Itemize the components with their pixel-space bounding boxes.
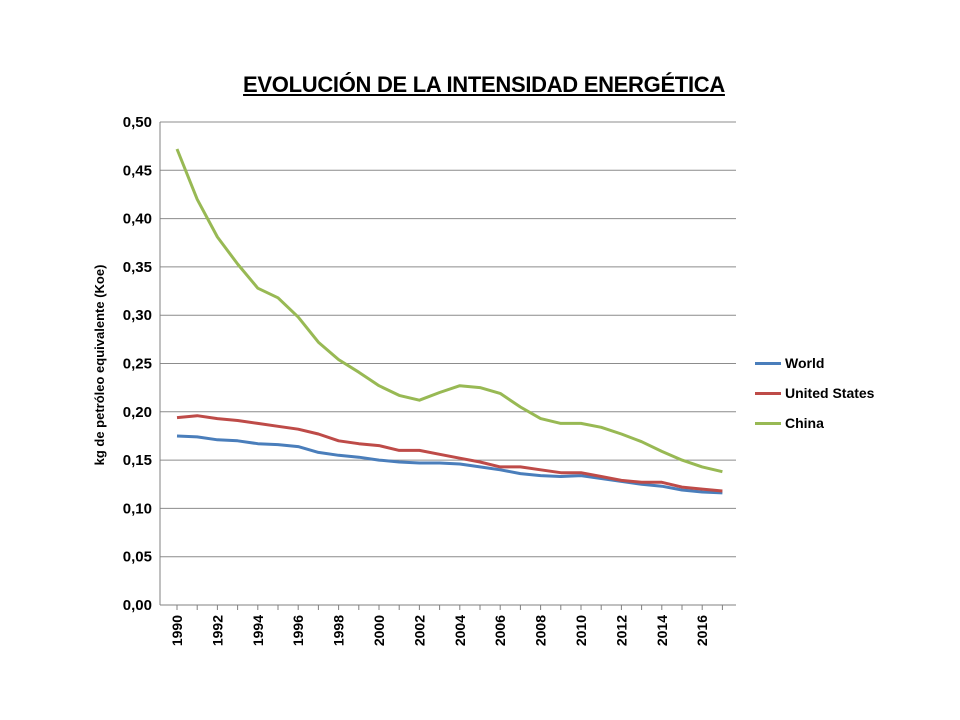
gridlines: [159, 121, 736, 606]
x-tick-label: 1990: [169, 615, 185, 646]
y-tick-label: 0,10: [123, 500, 152, 517]
x-tick-label: 2008: [533, 615, 549, 646]
legend-swatch: [755, 391, 781, 395]
x-tick-label: 2010: [573, 615, 589, 646]
x-tick-label: 2006: [492, 615, 508, 646]
chart-title: EVOLUCIÓN DE LA INTENSIDAD ENERGÉTICA: [243, 72, 725, 97]
y-tick-label: 0,50: [123, 114, 152, 131]
y-tick-label: 0,25: [123, 356, 152, 373]
x-tick-label: 2000: [371, 615, 387, 646]
legend-label: World: [785, 355, 825, 371]
x-tick-label: 1992: [209, 615, 225, 646]
y-axis-label: kg de petróleo equivalente (Koe): [92, 265, 107, 466]
x-tick-label: 1998: [331, 615, 347, 646]
y-axis-ticks: 0,00 0,05 0,10 0,15 0,20 0,25 0,30 0,35 0,40 0,45…: [123, 114, 152, 614]
x-tick-label: 2016: [694, 615, 710, 646]
x-tick-label: 1996: [290, 615, 306, 646]
y-tick-label: 0,35: [123, 259, 152, 276]
legend-label: China: [785, 415, 824, 431]
legend-swatch: [755, 421, 781, 425]
series-lines: [175, 148, 723, 495]
y-tick-label: 0,05: [123, 549, 152, 566]
x-tick-label: 2012: [613, 615, 629, 646]
legend-label: United States: [785, 385, 875, 401]
series-line-united-states: [176, 414, 723, 493]
x-tick-label: 2014: [654, 615, 670, 646]
legend-item: World: [755, 348, 874, 378]
y-tick-label: 0,15: [123, 452, 152, 469]
x-tick-label: 1994: [250, 615, 266, 646]
y-tick-label: 0,00: [123, 597, 152, 614]
legend-item: China: [755, 408, 874, 438]
x-axis-ticks: 1990 1992 1994 1996 1998 2000 2002 2004 2006 2008…: [169, 605, 723, 646]
y-tick-label: 0,45: [123, 162, 152, 179]
y-tick-label: 0,30: [123, 307, 152, 324]
y-tick-label: 0,40: [123, 211, 152, 228]
x-tick-label: 2004: [452, 615, 468, 646]
legend: World United States China: [755, 348, 874, 438]
legend-item: United States: [755, 378, 874, 408]
y-tick-label: 0,20: [123, 404, 152, 421]
x-tick-label: 2002: [411, 615, 427, 646]
series-line-china: [175, 148, 723, 474]
legend-swatch: [755, 361, 781, 365]
series-line-world: [176, 434, 723, 495]
